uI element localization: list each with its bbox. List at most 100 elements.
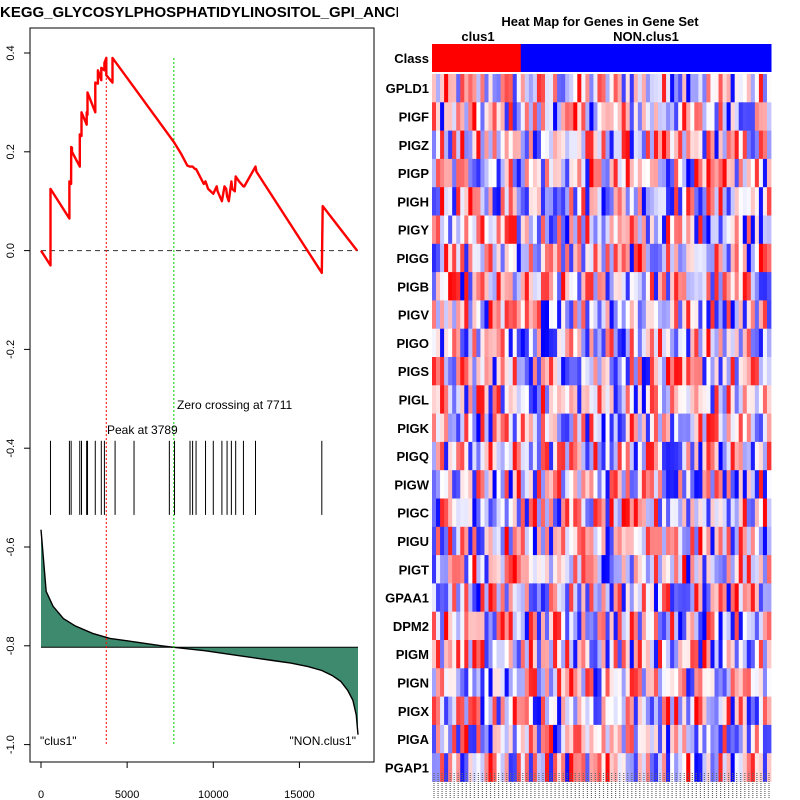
heatmap-cell: [585, 158, 590, 188]
heatmap-cell: [617, 498, 623, 528]
heatmap-cell: [532, 328, 538, 358]
heatmap-cell: [452, 526, 457, 556]
heatmap-cell: [553, 413, 558, 443]
heatmap-cell: [536, 526, 542, 556]
heatmap-cell: [456, 357, 461, 386]
heatmap-cell: [460, 441, 465, 471]
heatmap-cell: [468, 470, 473, 499]
heatmap-cell: [605, 158, 610, 188]
heatmap-cell: [516, 413, 522, 443]
heatmap-cell: [617, 668, 623, 697]
heatmap-cell: [432, 498, 437, 528]
heatmap-cell: [589, 724, 594, 754]
heatmap-cell: [480, 640, 485, 669]
heatmap-cell: [670, 611, 675, 641]
heatmap-cell: [629, 385, 635, 414]
heatmap-cell: [710, 243, 715, 273]
heatmap-cell: [464, 668, 469, 697]
heatmap-cell: [746, 74, 752, 103]
heatmap-cell: [674, 187, 679, 216]
heatmap-cell: [662, 724, 667, 754]
heatmap-cell: [633, 215, 639, 245]
heatmap-cell: [690, 668, 695, 697]
heatmap-cell: [678, 498, 683, 528]
heatmap-cell: [601, 158, 606, 188]
heatmap-cell: [524, 74, 530, 103]
heatmap-cell: [593, 357, 598, 386]
heatmap-cell: [472, 753, 477, 782]
heatmap-cell: [750, 130, 756, 160]
heatmap-cell: [444, 102, 449, 131]
heatmap-cell: [734, 102, 740, 131]
heatmap-cell: [577, 300, 582, 330]
heatmap-cell: [730, 555, 736, 584]
heatmap-cell: [690, 753, 695, 782]
heatmap-cell: [617, 385, 623, 414]
heatmap-cell: [500, 130, 506, 160]
heatmap-cell: [448, 272, 453, 301]
heatmap-cell: [492, 74, 497, 103]
heatmap-cell: [577, 526, 582, 556]
heatmap-cell: [508, 696, 514, 726]
heatmap-cell: [460, 413, 465, 443]
heatmap-cell: [549, 441, 554, 471]
heatmap-cell: [573, 413, 578, 443]
heatmap-cell: [448, 385, 453, 414]
heatmap-cell: [484, 526, 489, 556]
heatmap-cell: [609, 215, 615, 245]
heatmap-cell: [472, 272, 477, 301]
heatmap-cell: [432, 158, 437, 188]
heatmap-cell: [540, 243, 546, 273]
heatmap-cell: [645, 74, 651, 103]
heatmap-cell: [726, 498, 732, 528]
heatmap-cell: [565, 413, 570, 443]
heatmap-cell: [746, 272, 752, 301]
heatmap-cell: [496, 243, 502, 273]
heatmap-cell: [448, 640, 453, 669]
heatmap-cell: [540, 215, 546, 245]
heatmap-cell: [593, 611, 598, 641]
heatmap-cell: [468, 357, 473, 386]
heatmap-cell: [472, 498, 477, 528]
heatmap-cell: [565, 526, 570, 556]
heatmap-cell: [734, 187, 740, 216]
heatmap-cell: [682, 102, 687, 131]
heatmap-cell: [762, 668, 768, 697]
heatmap-cell: [718, 441, 723, 471]
heatmap-cell: [682, 74, 687, 103]
heatmap-cell: [557, 158, 562, 188]
heatmap-cell: [629, 583, 635, 613]
heatmap-cell: [758, 526, 764, 556]
heatmap-cell: [637, 555, 643, 584]
heatmap-cell: [718, 668, 723, 697]
heatmap-cell: [536, 753, 542, 782]
heatmap-cell: [565, 187, 570, 216]
heatmap-cell: [569, 753, 574, 782]
heatmap-cell: [480, 583, 485, 613]
heatmap-cell: [750, 441, 756, 471]
heatmap-cell: [645, 526, 651, 556]
heatmap-cell: [682, 441, 687, 471]
heatmap-cell: [532, 102, 538, 131]
heatmap-cell: [532, 640, 538, 669]
heatmap-cell: [536, 668, 542, 697]
heatmap-cell: [698, 611, 703, 641]
heatmap-cell: [448, 498, 453, 528]
heatmap-cell: [536, 385, 542, 414]
heatmap-cell: [480, 611, 485, 641]
heatmap-cell: [472, 526, 477, 556]
heatmap-cell: [742, 130, 748, 160]
heatmap-cell: [617, 357, 623, 386]
heatmap-cell: [516, 583, 522, 613]
heatmap-cell: [662, 102, 667, 131]
heatmap-cell: [557, 555, 562, 584]
heatmap-cell: [690, 300, 695, 330]
heatmap-cell: [448, 187, 453, 216]
heatmap-cell: [702, 498, 707, 528]
heatmap-cell: [553, 668, 558, 697]
heatmap-cell: [621, 753, 627, 782]
heatmap-cell: [686, 357, 691, 386]
heatmap-cell: [698, 187, 703, 216]
heatmap-cell: [476, 385, 481, 414]
heatmap-cell: [758, 470, 764, 499]
